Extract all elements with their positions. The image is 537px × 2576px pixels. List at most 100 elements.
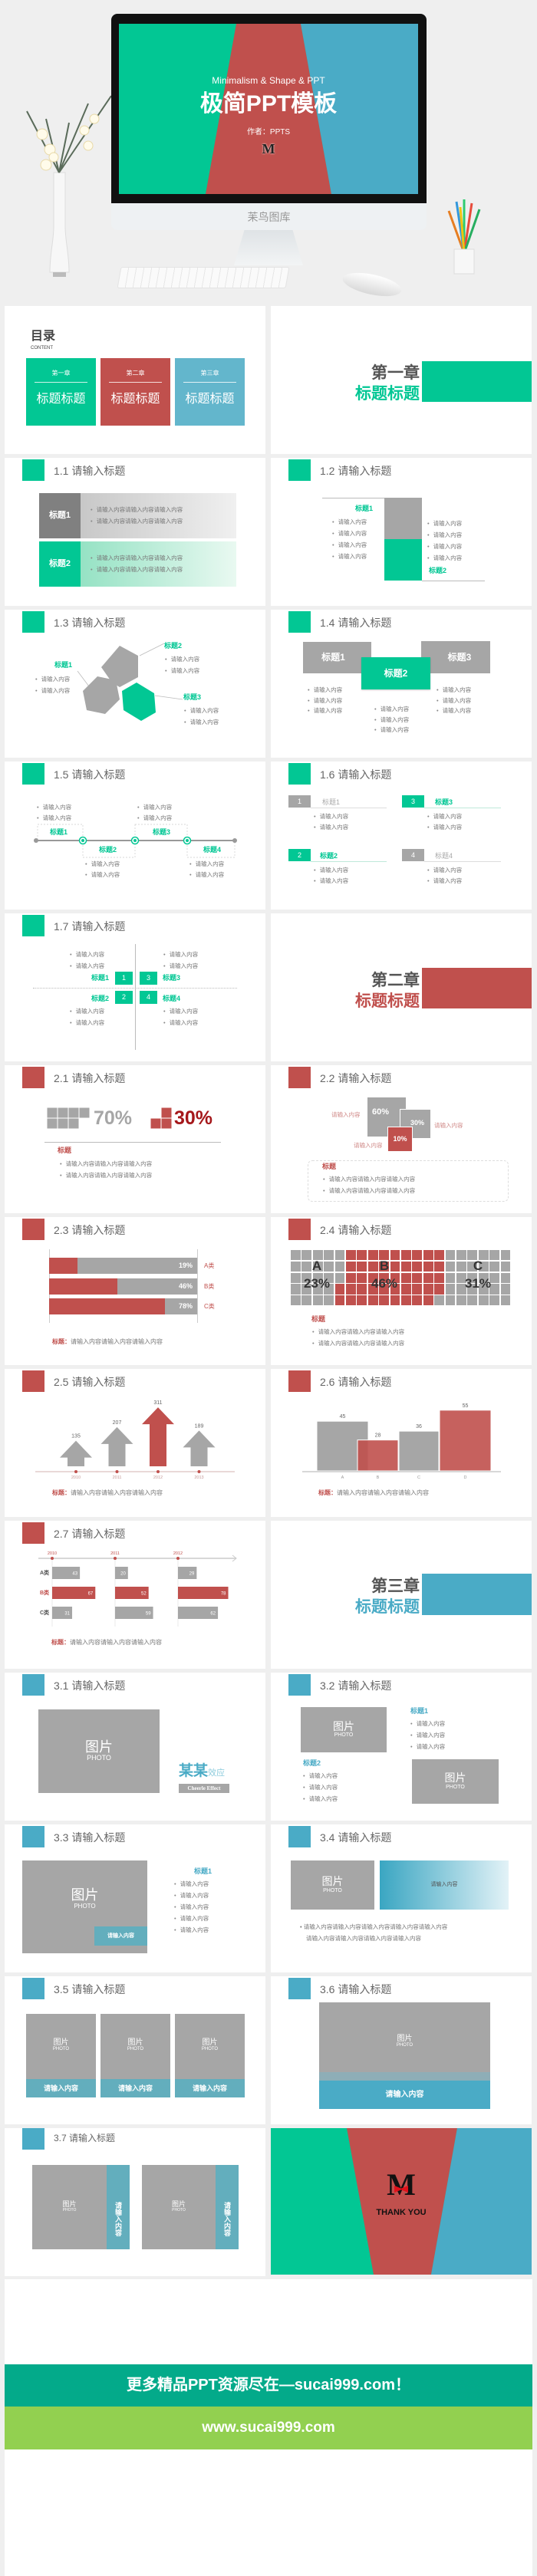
arrow-bar bbox=[100, 1426, 133, 1466]
data-label: 135 bbox=[71, 1434, 81, 1439]
photo-placeholder: 图片 PHOTO bbox=[38, 1709, 160, 1793]
waffle-grid: A 23% B 46% C 31% bbox=[291, 1250, 512, 1307]
slide-title: 1.7 请输入标题 bbox=[54, 920, 126, 933]
label-2: 标题2 bbox=[164, 642, 183, 650]
waffle-cell bbox=[401, 1261, 411, 1272]
waffle-cell bbox=[301, 1272, 312, 1283]
photo-label-en: PHOTO bbox=[323, 1887, 342, 1893]
bullet-list: 请输入内容请输入内容请输入内容 bbox=[437, 685, 472, 716]
bar-fill bbox=[49, 1258, 77, 1274]
waffle-cell bbox=[478, 1261, 489, 1272]
green-block bbox=[384, 539, 422, 581]
header-marker bbox=[22, 1067, 44, 1088]
bullet-item: 请输入内容 bbox=[163, 960, 199, 972]
slide-title: 1.2 请输入标题 bbox=[320, 465, 392, 477]
axis-dot bbox=[197, 1470, 201, 1473]
waffle-cell bbox=[500, 1295, 511, 1306]
header-marker bbox=[22, 611, 44, 633]
bullet-list: 请输入内容请输入内容请输入内容 bbox=[374, 704, 410, 735]
bullet-item: 请输入内容 bbox=[437, 685, 472, 696]
arrow-bar bbox=[142, 1407, 174, 1466]
photo-label-en: PHOTO bbox=[172, 2208, 186, 2213]
label-4: 标题4 bbox=[435, 852, 453, 860]
waffle-cell bbox=[456, 1295, 466, 1306]
bullet-item: 请输入内容 bbox=[427, 541, 463, 552]
data-label: 20 bbox=[120, 1572, 126, 1577]
arrow-bar bbox=[183, 1430, 216, 1466]
label-1: 标题1 bbox=[91, 974, 110, 982]
bullet-list: 请输入内容请输入内容 bbox=[35, 673, 71, 696]
bullet-item: 请输入内容 bbox=[303, 1793, 338, 1805]
waffle-cell bbox=[301, 1284, 312, 1295]
website-link[interactable]: www.sucai999.com bbox=[5, 2407, 532, 2449]
waffle-cell bbox=[434, 1272, 445, 1283]
toc-item-title: 标题标题 bbox=[185, 393, 235, 406]
slide-3-7: 3.7 请输入标题 图片 PHOTO 请输入内容 图片 PHOTO 请输入内容 bbox=[5, 2128, 265, 2276]
waffle-cell bbox=[334, 1272, 345, 1283]
bullet-item: 请输入内容 bbox=[427, 865, 463, 876]
series-label: C类 bbox=[40, 1609, 50, 1616]
waffle-cell bbox=[412, 1284, 423, 1295]
bullet-list: 请输入内容请输入内容 bbox=[427, 865, 463, 886]
monitor-brand-text: 苿鸟图库 bbox=[247, 211, 291, 223]
waffle-cell bbox=[489, 1295, 500, 1306]
waffle-category-label: A bbox=[311, 1258, 322, 1273]
bullet-list: 请输入内容请输入内容请输入内容 bbox=[410, 1718, 446, 1752]
waffle-cell bbox=[390, 1261, 400, 1272]
header-marker bbox=[22, 1370, 44, 1392]
photo-label: 图片 bbox=[171, 2200, 186, 2209]
slide-2-1: 2.1 请输入标题 70% 30% 标题 请输入内容请输入内容请输入内容请输入内… bbox=[5, 1065, 265, 1213]
bullet-list: 请输入内容请输入内容 bbox=[137, 802, 173, 824]
bullet-item: 请输入内容请输入内容请输入内容 bbox=[323, 1185, 416, 1196]
number-badge: 3 bbox=[402, 795, 424, 808]
toc-item-1[interactable]: 第一章 标题标题 bbox=[26, 358, 96, 426]
tick-label: B bbox=[377, 1476, 380, 1480]
waffle-cell bbox=[312, 1295, 323, 1306]
waffle-cell bbox=[500, 1272, 511, 1283]
bar-chart: 45 A 28 B 36 C 55 D bbox=[302, 1403, 501, 1480]
bullet-item: 请输入内容 bbox=[332, 516, 367, 528]
waffle-cell bbox=[390, 1272, 400, 1283]
bullet-item: 请输入内容 bbox=[137, 813, 173, 824]
header-marker bbox=[22, 763, 44, 785]
note-label: 标题： bbox=[52, 1489, 71, 1496]
waffle-cell bbox=[346, 1272, 356, 1283]
toc-item-3[interactable]: 第三章 标题标题 bbox=[175, 358, 245, 426]
bullet-item: 请输入内容 bbox=[163, 949, 199, 960]
slide-title: 1.6 请输入标题 bbox=[320, 768, 392, 781]
label-3: 标题3 bbox=[153, 828, 171, 836]
waffle-cell bbox=[434, 1284, 445, 1295]
photo-label-en: PHOTO bbox=[74, 1903, 96, 1910]
gradient-box: 请输入内容 bbox=[380, 1860, 509, 1910]
bullet-list: 请输入内容请输入内容 bbox=[163, 1005, 199, 1028]
bar-track bbox=[49, 1258, 197, 1274]
waffle-cell bbox=[324, 1295, 334, 1306]
body-text: 请输入内容请输入内容请输入内容请输入内容请输入内容 bbox=[303, 1923, 448, 1930]
note-label: 标题 bbox=[58, 1147, 72, 1154]
percent-b: 30% bbox=[174, 1107, 213, 1129]
toc-chapter: 第二章 bbox=[126, 370, 145, 377]
slide-1-2: 1.2 请输入标题 标题1 请输入内容请输入内容请输入内容请输入内容 请输入内容… bbox=[271, 458, 532, 606]
waffle-cell bbox=[434, 1261, 445, 1272]
toc-item-2[interactable]: 第二章 标题标题 bbox=[100, 358, 170, 426]
waffle-cell bbox=[401, 1272, 411, 1283]
caption: 请输入内容 bbox=[434, 1122, 463, 1129]
value-box-10: 10% bbox=[387, 1127, 413, 1152]
bullet-item: 请输入内容 bbox=[137, 802, 173, 813]
waffle-cell bbox=[467, 1250, 478, 1261]
waffle-cell bbox=[334, 1250, 345, 1261]
waffle-cell bbox=[357, 1250, 367, 1261]
hero-author: 作者：PPTS bbox=[246, 128, 291, 137]
waffle-cell bbox=[467, 1295, 478, 1306]
slide-2-6: 2.6 请输入标题 45 A 28 B 36 C 55 D 标题：请输入内容请输入内容请输入内… bbox=[271, 1369, 532, 1517]
chapter-title: 标题标题 bbox=[355, 992, 420, 1010]
waffle-cell bbox=[412, 1295, 423, 1306]
promo-banner[interactable]: 更多精品PPT资源尽在—sucai999.com！ bbox=[5, 2364, 532, 2407]
waffle-cell bbox=[412, 1261, 423, 1272]
body-line-1: • 请输入内容请输入内容请输入内容请输入内容请输入内容 bbox=[300, 1923, 448, 1930]
bullet-list: 请输入内容请输入内容请输入内容 bbox=[308, 685, 343, 716]
waffle-value-label: 31% bbox=[464, 1276, 492, 1291]
arrow-chart: 135 2010 207 2011 311 2012 189 2013 bbox=[35, 1400, 235, 1480]
bar bbox=[439, 1410, 492, 1472]
